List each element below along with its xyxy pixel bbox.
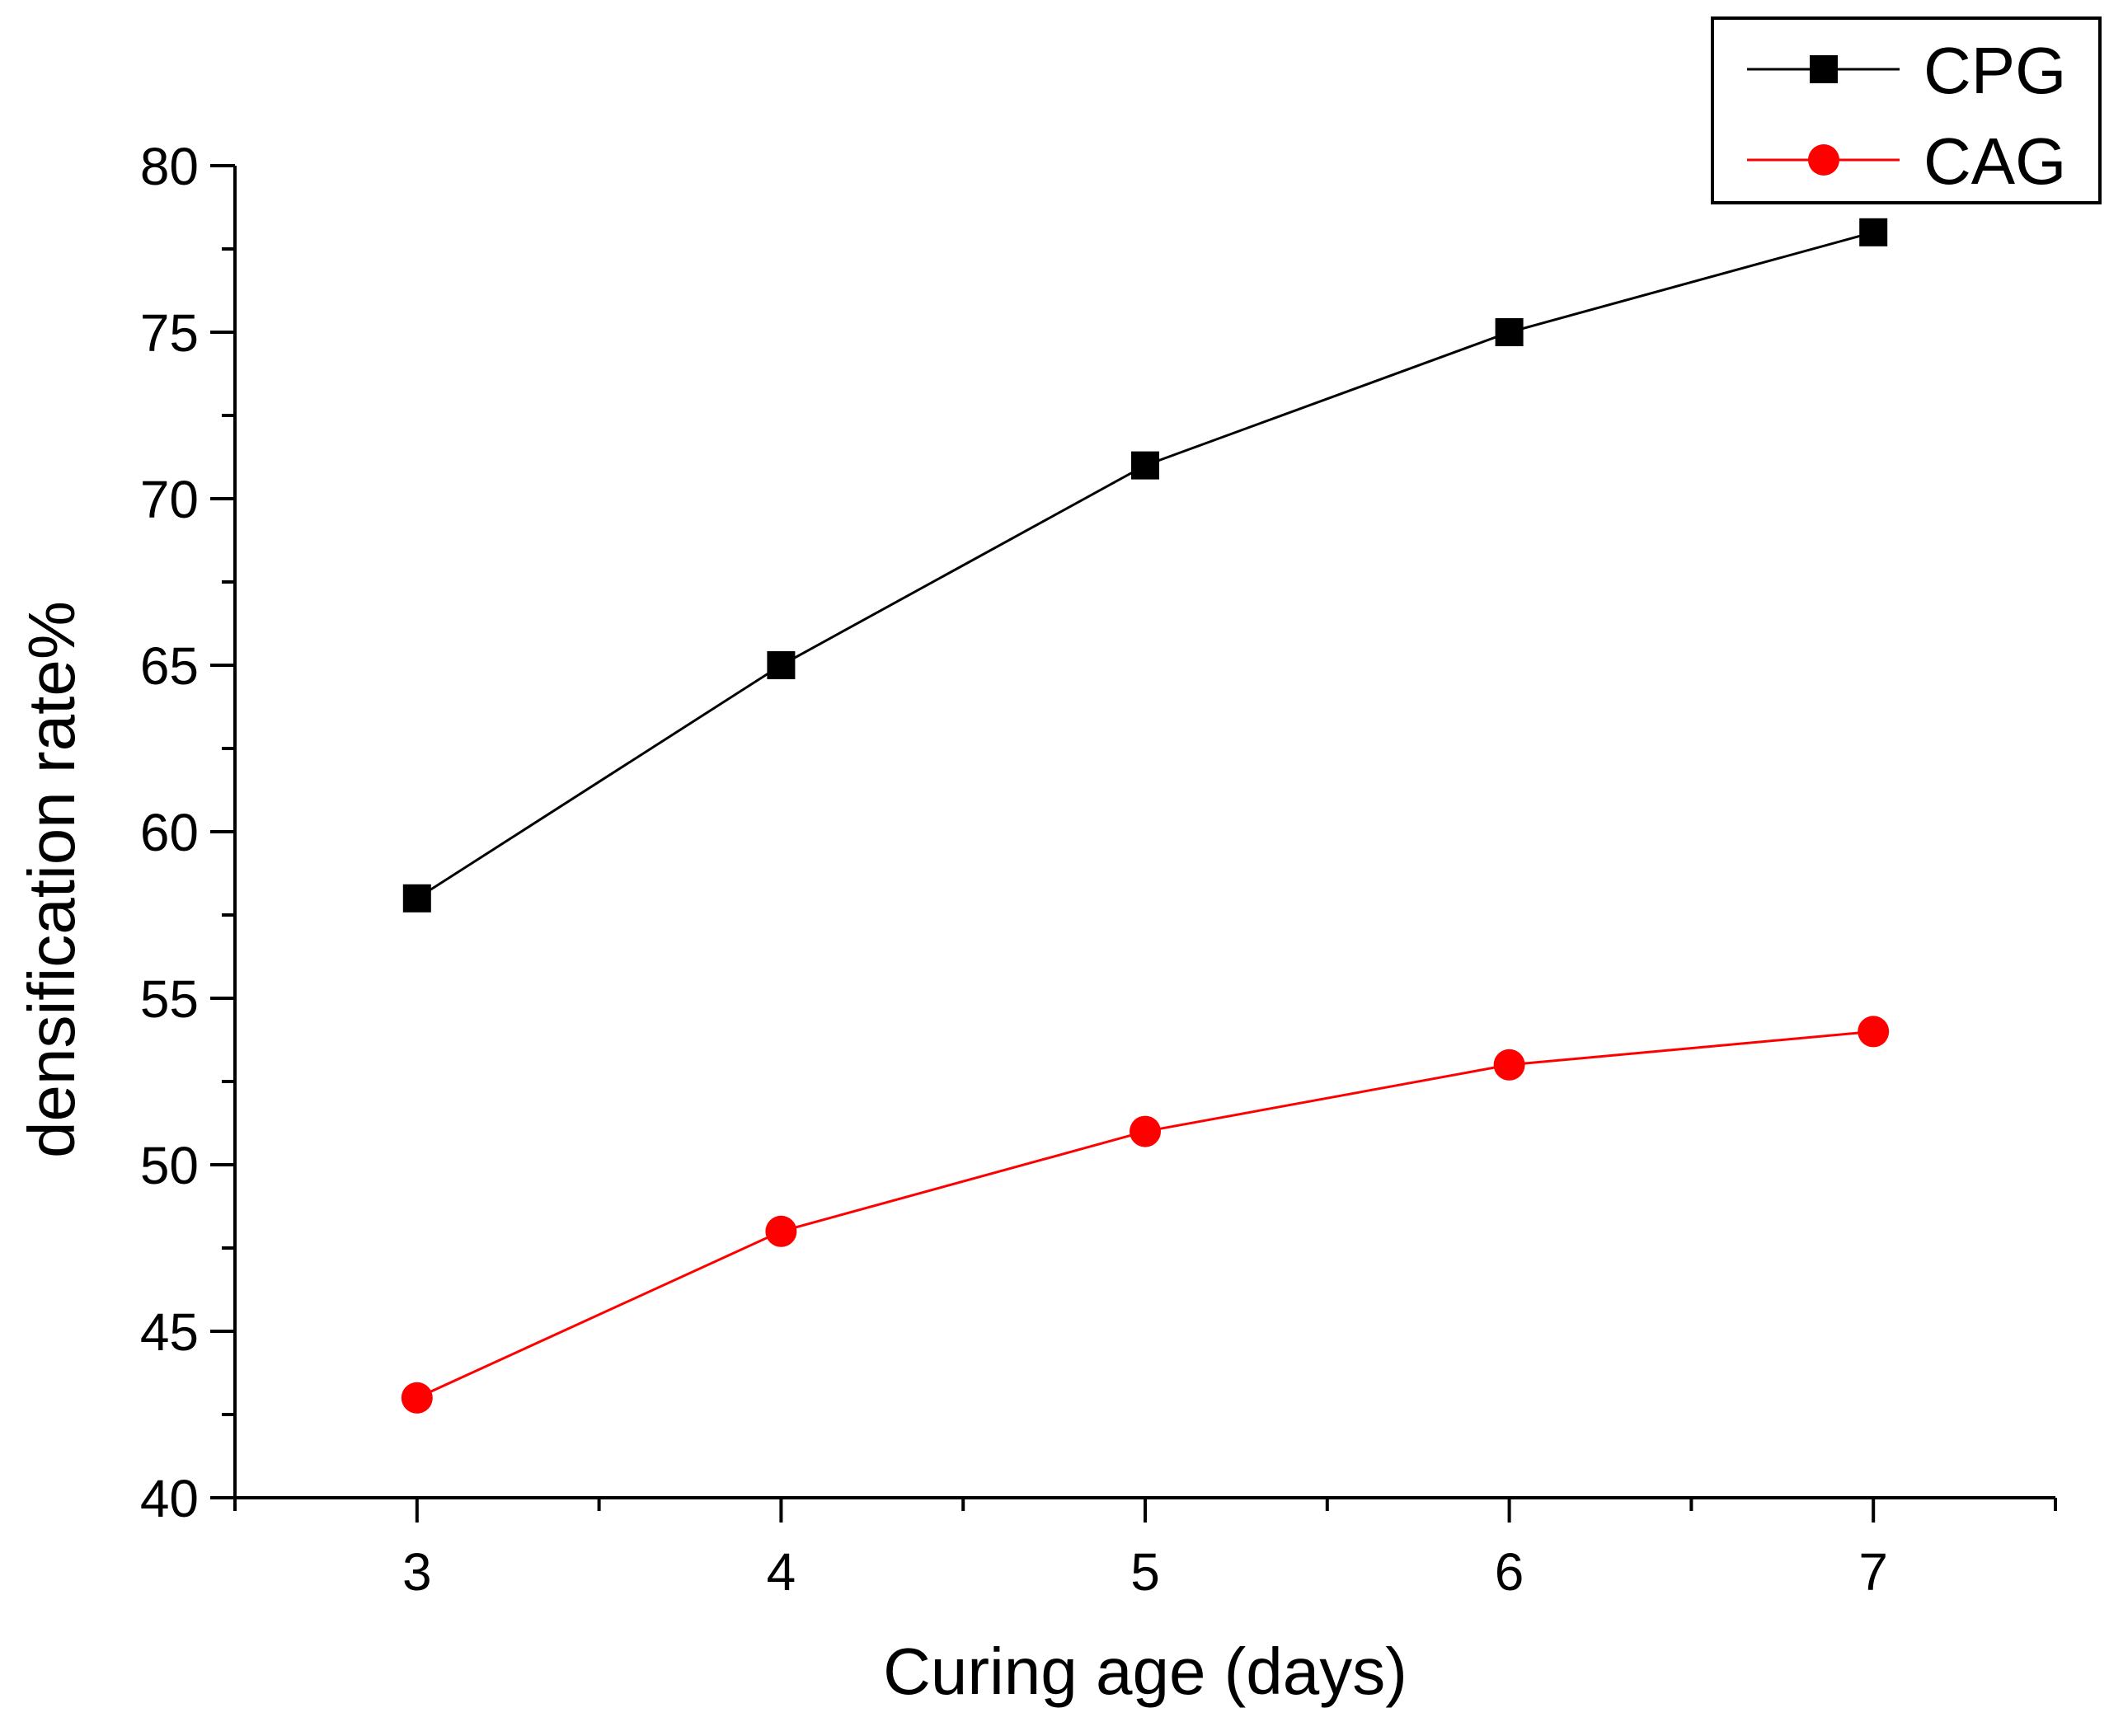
y-tick-label: 70: [140, 470, 199, 529]
data-point-cag: [1493, 1049, 1525, 1081]
x-tick-label: 5: [1130, 1542, 1160, 1602]
x-tick-label: 7: [1858, 1542, 1888, 1602]
y-axis-title: densification rate%: [15, 601, 88, 1158]
x-tick-label: 4: [767, 1542, 796, 1602]
series-layer: [401, 218, 1890, 1414]
data-point-cag: [401, 1382, 433, 1414]
legend-label-cag: CAG: [1923, 124, 2066, 198]
data-point-cpg: [1131, 451, 1159, 480]
x-axis-title: Curing age (days): [883, 1635, 1407, 1708]
y-tick-label: 40: [140, 1469, 199, 1528]
series-cpg: [402, 218, 1888, 913]
data-point-cag: [1858, 1016, 1890, 1048]
y-tick-label: 60: [140, 803, 199, 862]
legend-label-cpg: CPG: [1923, 34, 2066, 107]
x-tick-label: 6: [1495, 1542, 1524, 1602]
y-tick-label: 50: [140, 1136, 199, 1195]
data-point-cpg: [767, 651, 796, 679]
series-line-cag: [416, 1030, 1874, 1400]
data-point-cag: [1130, 1115, 1161, 1147]
data-point-cag: [765, 1215, 797, 1247]
data-point-cpg: [1495, 318, 1524, 346]
x-tick-label: 3: [402, 1542, 432, 1602]
legend: CPG CAG: [1711, 16, 2102, 204]
data-point-cpg: [1859, 218, 1888, 246]
data-point-cpg: [402, 884, 431, 913]
y-tick-label: 55: [140, 969, 199, 1029]
legend-marker-cag: [1808, 144, 1839, 176]
legend-marker-cpg: [1810, 55, 1838, 83]
legend-box: [1711, 16, 2102, 204]
y-tick-label: 45: [140, 1302, 199, 1362]
y-tick-label: 75: [140, 303, 199, 363]
series-line-cpg: [416, 231, 1874, 900]
y-tick-label: 80: [140, 137, 199, 196]
y-tick-label: 65: [140, 636, 199, 696]
series-cag: [401, 1016, 1890, 1414]
